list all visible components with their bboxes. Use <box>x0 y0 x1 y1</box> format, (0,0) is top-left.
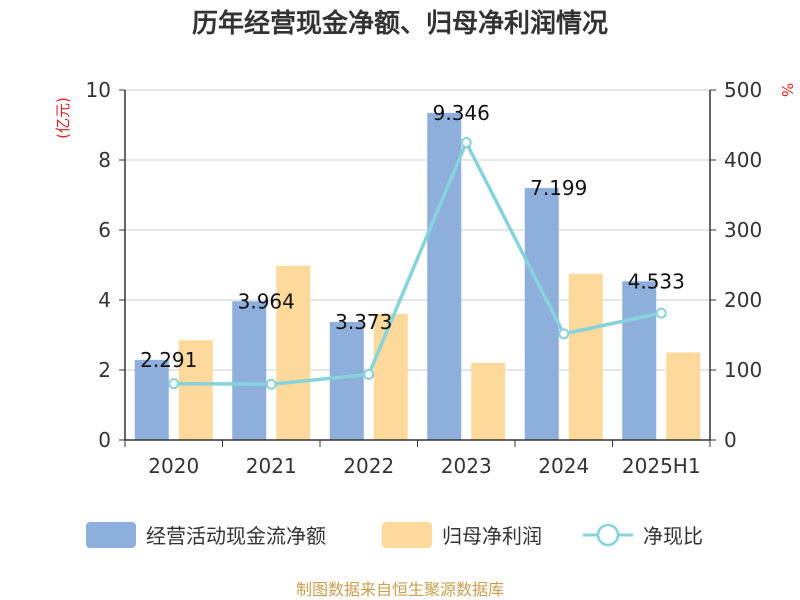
bar-cashflow <box>134 359 169 440</box>
left-axis-tick-label: 6 <box>98 218 111 242</box>
bar-profit <box>373 314 408 440</box>
left-axis-unit: (亿元) <box>54 97 72 139</box>
data-label-cashflow: 2.291 <box>140 348 197 372</box>
source-note: 制图数据来自恒生聚源数据库 <box>296 580 504 599</box>
legend-swatch-cashflow <box>86 522 136 548</box>
legend-label-profit: 归母净利润 <box>442 524 542 548</box>
left-axis-tick-label: 4 <box>98 288 111 312</box>
data-labels: 2.291 3.964 3.373 9.346 7.199 4.533 <box>140 101 685 372</box>
legend-swatch-ratio-marker <box>596 523 620 547</box>
data-label-cashflow: 3.964 <box>238 289 295 313</box>
ratio-marker <box>655 307 667 319</box>
legend-label-cashflow: 经营活动现金流净额 <box>146 524 326 548</box>
left-axis-tick-label: 2 <box>98 358 111 382</box>
axes <box>119 89 716 447</box>
right-axis-tick-label: 500 <box>724 78 762 102</box>
right-axis-tick-label: 200 <box>724 288 762 312</box>
ratio-marker <box>363 368 375 380</box>
right-axis-tick-label: 0 <box>724 428 737 452</box>
right-axis-unit: % <box>778 83 796 97</box>
data-label-cashflow: 3.373 <box>335 310 392 334</box>
bar-profit <box>178 340 213 440</box>
bar-profit <box>276 265 311 440</box>
data-label-cashflow: 7.199 <box>530 176 587 200</box>
right-axis-tick-label: 400 <box>724 148 762 172</box>
data-label-cashflow: 4.533 <box>628 269 685 293</box>
bar-profit <box>568 273 603 440</box>
ratio-marker <box>265 378 277 390</box>
x-axis-tick-label: 2023 <box>441 454 492 478</box>
x-axis-tick-label: 2022 <box>343 454 394 478</box>
gridlines <box>125 89 710 371</box>
bar-profit <box>666 352 701 440</box>
legend-swatch-profit <box>382 522 432 548</box>
ratio-line-path <box>173 140 662 387</box>
left-axis-tick-label: 8 <box>98 148 111 172</box>
ratio-line <box>168 137 667 390</box>
ratio-marker <box>558 328 570 340</box>
chart-title: 历年经营现金净额、归母净利润情况 <box>192 8 608 39</box>
x-axis-tick-label: 2020 <box>148 454 199 478</box>
x-axis-tick-label: 2024 <box>538 454 589 478</box>
bars <box>134 112 701 440</box>
right-axis-tick-label: 100 <box>724 358 762 382</box>
bar-cashflow <box>232 301 267 440</box>
x-axis-tick-label: 2021 <box>246 454 297 478</box>
bar-cashflow <box>622 281 657 440</box>
bar-cashflow <box>329 321 364 440</box>
right-axis-tick-label: 300 <box>724 218 762 242</box>
x-axis-tick-label: 2025H1 <box>622 454 701 478</box>
left-axis-tick-label: 0 <box>98 428 111 452</box>
left-axis-tick-label: 10 <box>86 78 111 102</box>
ratio-marker <box>460 137 472 148</box>
ratio-marker <box>168 378 180 390</box>
bar-cashflow <box>427 112 462 440</box>
legend-label-ratio: 净现比 <box>643 524 703 548</box>
bar-profit <box>471 363 506 440</box>
legend: 经营活动现金流净额 归母净利润 净现比 <box>86 522 703 548</box>
data-label-cashflow: 9.346 <box>433 101 490 125</box>
